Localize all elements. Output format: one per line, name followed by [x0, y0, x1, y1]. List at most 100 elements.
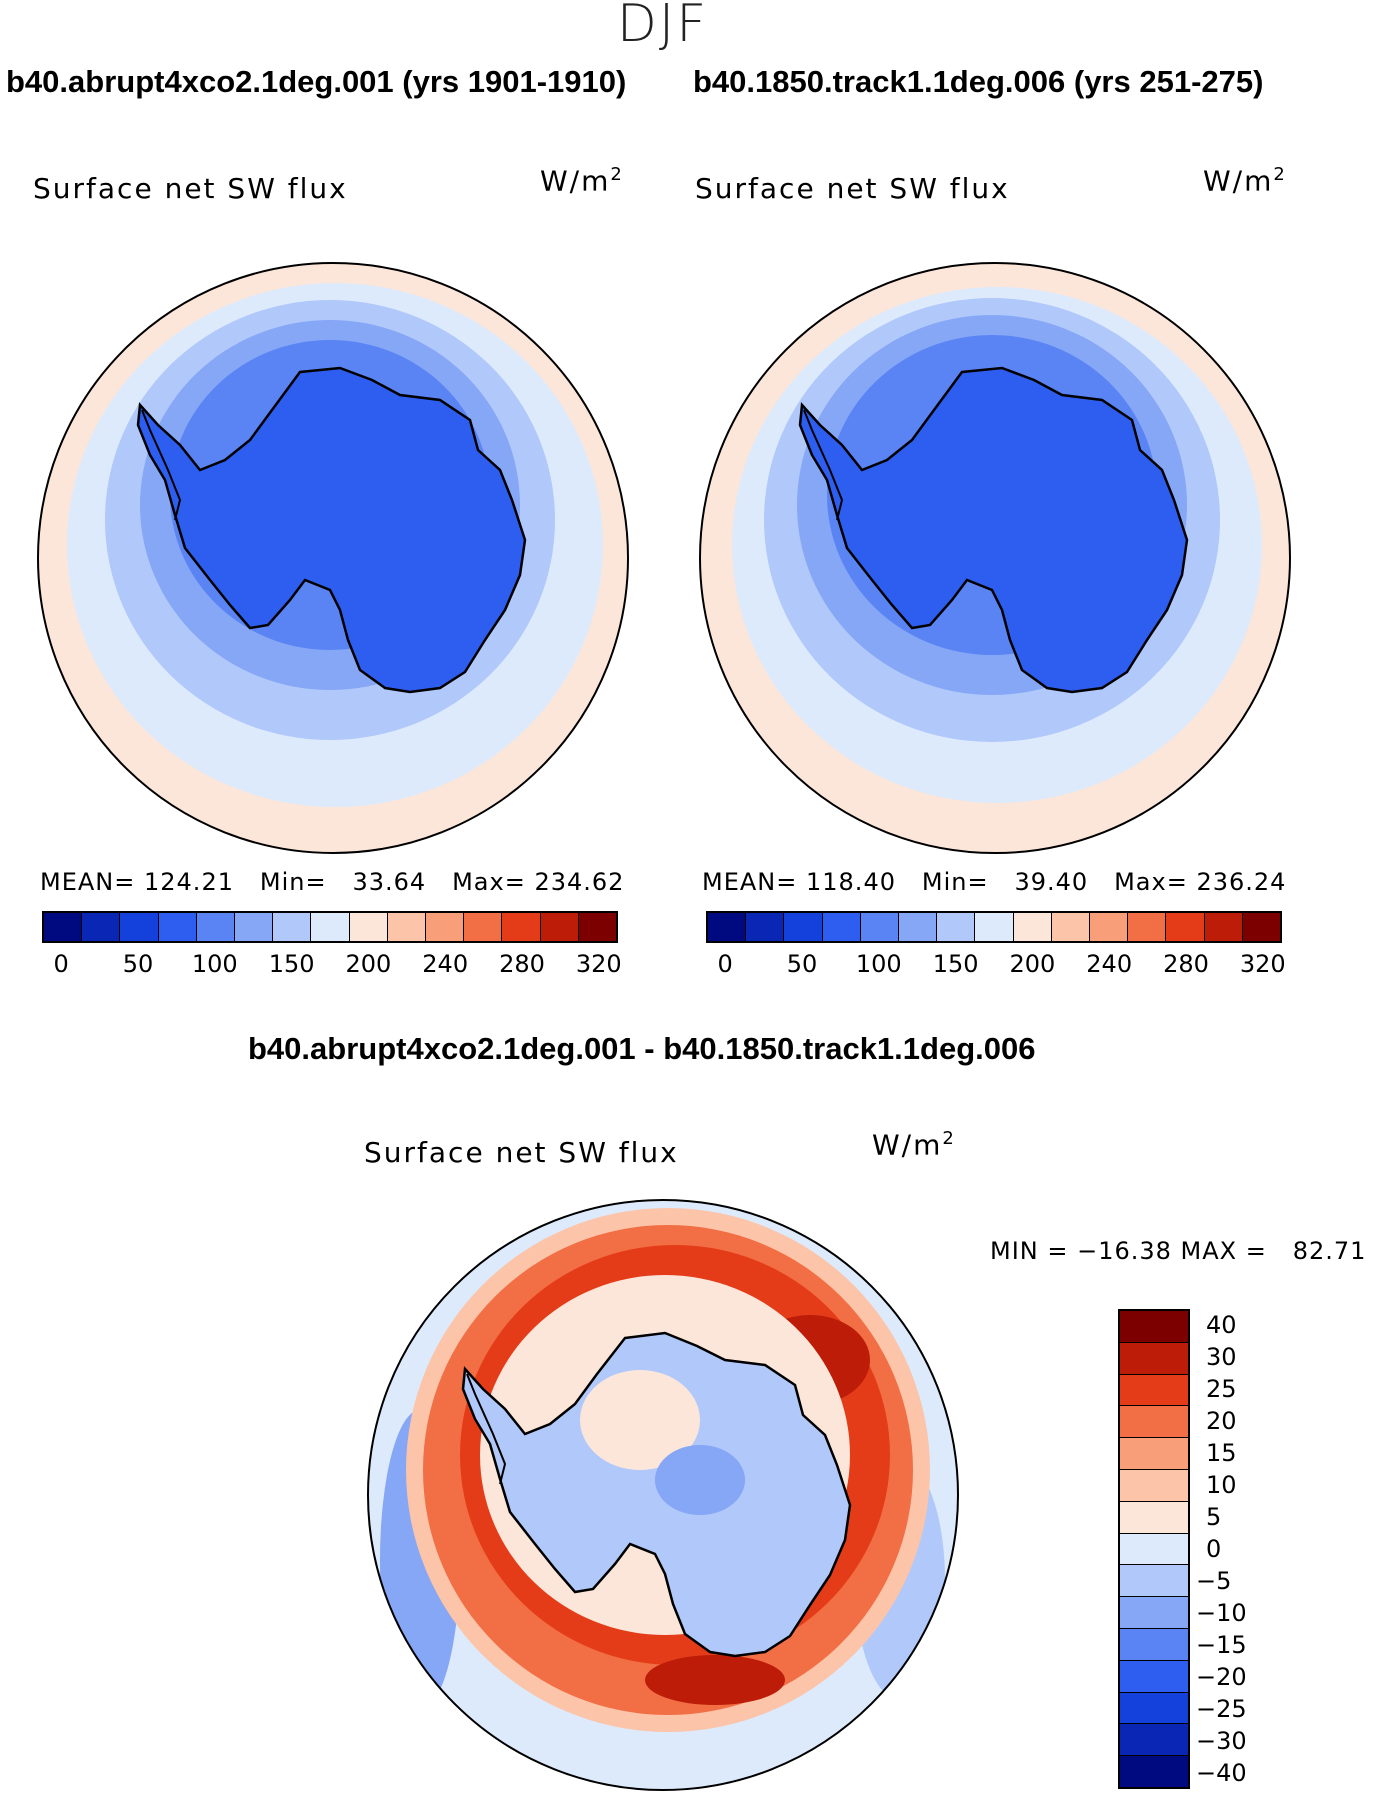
colorbar-swatch — [1120, 1660, 1188, 1693]
colorbar-tick-label: 10 — [1206, 1471, 1237, 1499]
right-colorbar-ticks: 0 50 100 150 200 240 280 320 — [706, 950, 1286, 982]
colorbar-swatch — [746, 913, 785, 941]
colorbar-swatch — [578, 913, 617, 941]
colorbar-tick-label: −10 — [1196, 1599, 1247, 1627]
colorbar-swatch — [273, 913, 312, 941]
colorbar-swatch — [1120, 1469, 1188, 1502]
right-field-label: Surface net SW flux — [695, 172, 1010, 205]
right-units: W/m2 — [1203, 164, 1285, 198]
colorbar-swatch — [502, 913, 541, 941]
colorbar-tick-label: 40 — [1206, 1311, 1237, 1339]
colorbar-swatch — [1120, 1501, 1188, 1534]
colorbar-swatch — [1120, 1628, 1188, 1661]
diff-colorbar — [1118, 1309, 1190, 1789]
colorbar-swatch — [1090, 913, 1129, 941]
colorbar-swatch — [784, 913, 823, 941]
colorbar-swatch — [1120, 1374, 1188, 1407]
colorbar-tick-label: −25 — [1196, 1695, 1247, 1723]
colorbar-tick-label: 280 — [499, 950, 545, 978]
colorbar-tick-label: 50 — [122, 950, 154, 978]
colorbar-swatch — [860, 913, 900, 941]
colorbar-swatch — [1120, 1342, 1188, 1375]
diff-units: W/m2 — [872, 1128, 954, 1162]
colorbar-swatch — [311, 913, 350, 941]
colorbar-swatch — [464, 913, 503, 941]
diff-minmax: MIN = −16.38 MAX = 82.71 — [990, 1237, 1367, 1265]
diff-colorbar-ticks: 40 30 25 20 15 10 5 0 −5 −10 −15 −20 −25 −30 −40 — [1196, 1309, 1270, 1789]
colorbar-swatch — [44, 913, 83, 941]
colorbar-tick-label: −5 — [1196, 1567, 1232, 1595]
colorbar-swatch — [1166, 913, 1205, 941]
colorbar-tick-label: 200 — [345, 950, 392, 978]
colorbar-swatch — [196, 913, 236, 941]
colorbar-tick-label: 15 — [1206, 1439, 1237, 1467]
colorbar-swatch — [1120, 1438, 1188, 1470]
right-antarctica — [798, 366, 1189, 694]
colorbar-tick-label: 240 — [1086, 950, 1133, 978]
colorbar-tick-label: −40 — [1196, 1759, 1247, 1787]
colorbar-tick-label: 20 — [1206, 1407, 1237, 1435]
colorbar-swatch — [1120, 1533, 1188, 1566]
colorbar-tick-label: 25 — [1206, 1375, 1237, 1403]
left-antarctica — [136, 366, 527, 694]
colorbar-tick-label: 150 — [932, 950, 979, 978]
colorbar-tick-label: 150 — [268, 950, 315, 978]
left-colorbar — [42, 911, 618, 943]
colorbar-swatch — [975, 913, 1014, 941]
colorbar-tick-label: 0 — [717, 950, 733, 978]
colorbar-swatch — [1120, 1565, 1188, 1598]
diff-panel-title: b40.abrupt4xco2.1deg.001 - b40.1850.trac… — [248, 1031, 1036, 1066]
left-stats: MEAN= 124.21 Min= 33.64 Max= 234.62 — [40, 868, 625, 896]
colorbar-tick-label: −30 — [1196, 1727, 1247, 1755]
colorbar-tick-label: 0 — [1206, 1535, 1222, 1563]
colorbar-swatch — [899, 913, 938, 941]
colorbar-tick-label: −15 — [1196, 1631, 1247, 1659]
colorbar-swatch — [1120, 1724, 1188, 1757]
colorbar-tick-label: 30 — [1206, 1343, 1237, 1371]
colorbar-tick-label: 100 — [191, 950, 238, 978]
colorbar-swatch — [937, 913, 976, 941]
colorbar-swatch — [1120, 1756, 1188, 1787]
left-field-label: Surface net SW flux — [33, 172, 348, 205]
diff-field-label: Surface net SW flux — [364, 1136, 679, 1169]
colorbar-swatch — [120, 913, 159, 941]
colorbar-swatch — [708, 913, 747, 941]
colorbar-swatch — [1128, 913, 1167, 941]
colorbar-tick-label: 50 — [786, 950, 818, 978]
colorbar-swatch — [1204, 913, 1243, 941]
colorbar-swatch — [1120, 1597, 1188, 1629]
colorbar-tick-label: −20 — [1196, 1663, 1247, 1691]
diff-antarctica — [461, 1331, 852, 1658]
right-stats: MEAN= 118.40 Min= 39.40 Max= 236.24 — [702, 868, 1287, 896]
colorbar-tick-label: 100 — [855, 950, 902, 978]
colorbar-tick-label: 320 — [1239, 950, 1286, 978]
colorbar-tick-label: 0 — [53, 950, 69, 978]
colorbar-swatch — [1051, 913, 1091, 941]
colorbar-tick-label: 200 — [1009, 950, 1056, 978]
colorbar-swatch — [82, 913, 121, 941]
colorbar-swatch — [540, 913, 579, 941]
colorbar-swatch — [1120, 1692, 1188, 1725]
left-colorbar-ticks: 0 50 100 150 200 240 280 320 — [42, 950, 622, 982]
right-colorbar — [706, 911, 1282, 943]
colorbar-swatch — [158, 913, 197, 941]
colorbar-swatch — [822, 913, 861, 941]
colorbar-swatch — [1120, 1311, 1188, 1343]
colorbar-tick-label: 240 — [422, 950, 469, 978]
colorbar-swatch — [1242, 913, 1281, 941]
left-panel-title: b40.abrupt4xco2.1deg.001 (yrs 1901-1910) — [6, 64, 627, 99]
colorbar-tick-label: 280 — [1163, 950, 1209, 978]
colorbar-swatch — [1120, 1406, 1188, 1439]
colorbar-swatch — [349, 913, 388, 941]
season-title: DJF — [616, 0, 709, 54]
colorbar-swatch — [235, 913, 274, 941]
colorbar-swatch — [1013, 913, 1052, 941]
colorbar-swatch — [387, 913, 427, 941]
right-panel-title: b40.1850.track1.1deg.006 (yrs 251-275) — [693, 64, 1264, 99]
colorbar-tick-label: 320 — [575, 950, 622, 978]
colorbar-swatch — [426, 913, 465, 941]
left-units: W/m2 — [540, 164, 622, 198]
